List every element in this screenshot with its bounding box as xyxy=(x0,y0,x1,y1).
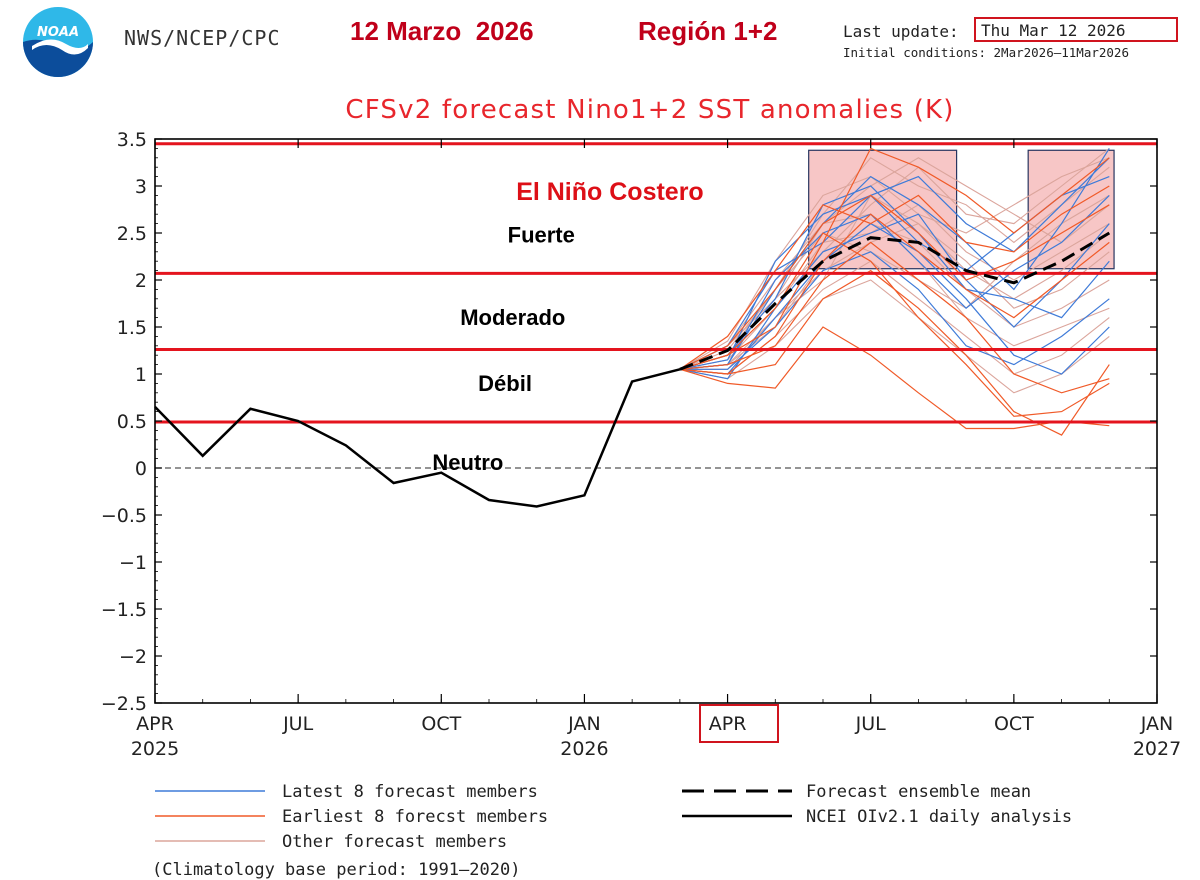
x-tick-label: JAN xyxy=(567,713,600,735)
y-tick-label: 3 xyxy=(135,176,147,198)
y-tick-label: 0 xyxy=(135,458,147,480)
x-year-label: 2025 xyxy=(131,738,179,760)
y-tick-label: 2.5 xyxy=(117,223,147,245)
x-year-label: 2026 xyxy=(560,738,608,760)
y-tick-label: −0.5 xyxy=(101,505,147,527)
forecast-chart: CFSv2 forecast Nino1+2 SST anomalies (K)… xyxy=(101,95,1181,852)
member-latest-5 xyxy=(679,213,1110,380)
region-label: Región 1+2 xyxy=(638,16,778,46)
legend-other-label: Other forecast members xyxy=(282,832,507,852)
date-label: 12 Marzo 2026 xyxy=(350,16,534,46)
annotation-1: Fuerte xyxy=(508,222,575,247)
member-earliest-1 xyxy=(679,147,1110,370)
legend-observed-label: NCEI OIv2.1 daily analysis xyxy=(806,807,1072,827)
legend-earliest-label: Earliest 8 forecst members xyxy=(282,807,548,827)
x-tick-label: OCT xyxy=(421,713,461,735)
observed-line xyxy=(154,368,681,508)
annotation-0: El Niño Costero xyxy=(516,178,704,206)
noaa-logo-icon: NOAA xyxy=(23,7,93,77)
climatology-note: (Climatology base period: 1991–2020) xyxy=(152,860,521,880)
x-tick-label: OCT xyxy=(994,713,1034,735)
x-tick-label: JUL xyxy=(282,713,314,735)
member-latest-4 xyxy=(679,194,1110,370)
initial-conditions: Initial conditions: 2Mar2026–11Mar2026 xyxy=(843,45,1129,60)
member-earliest-2 xyxy=(679,269,1110,436)
y-tick-label: −1.5 xyxy=(101,599,147,621)
member-other-7 xyxy=(679,157,1110,370)
last-update-value: Thu Mar 12 2026 xyxy=(974,17,1178,42)
member-earliest-0 xyxy=(679,326,1110,430)
member-earliest-7 xyxy=(679,232,1110,417)
member-earliest-6 xyxy=(679,213,1110,375)
y-tick-label: −2.5 xyxy=(101,693,147,715)
y-tick-label: 1.5 xyxy=(117,317,147,339)
agency-label: NWS/NCEP/CPC xyxy=(124,26,281,50)
legend-mean-label: Forecast ensemble mean xyxy=(806,782,1031,802)
chart-title: CFSv2 forecast Nino1+2 SST anomalies (K) xyxy=(345,95,954,125)
y-tick-label: 2 xyxy=(135,270,147,292)
x-tick-label: JAN xyxy=(1140,713,1173,735)
x-year-label: 2027 xyxy=(1133,738,1181,760)
member-latest-1 xyxy=(679,157,1110,370)
x-tick-label: APR xyxy=(709,713,747,735)
svg-text:NOAA: NOAA xyxy=(37,25,79,40)
annotation-4: Neutro xyxy=(432,450,503,475)
last-update-label: Last update: xyxy=(843,22,959,41)
y-tick-label: 1 xyxy=(135,364,147,386)
member-earliest-5 xyxy=(679,185,1110,370)
annotation-2: Moderado xyxy=(460,305,565,330)
member-other-3 xyxy=(679,260,1110,375)
x-tick-label: APR xyxy=(136,713,174,735)
y-tick-label: −1 xyxy=(119,552,147,574)
highlighted-tick-box xyxy=(699,704,779,743)
x-tick-label: JUL xyxy=(855,713,887,735)
member-earliest-3 xyxy=(679,194,1110,370)
y-tick-label: 0.5 xyxy=(117,411,147,433)
legend-latest-label: Latest 8 forecast members xyxy=(282,782,538,802)
y-tick-label: −2 xyxy=(119,646,147,668)
y-tick-label: 3.5 xyxy=(117,129,147,151)
annotation-3: Débil xyxy=(478,371,532,396)
ensemble-mean-line xyxy=(679,231,1111,371)
